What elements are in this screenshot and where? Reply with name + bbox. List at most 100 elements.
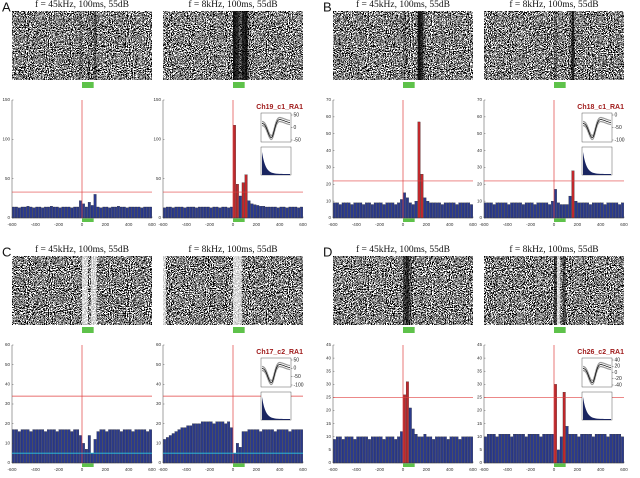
bar [58, 207, 62, 219]
bar [554, 384, 557, 464]
waveform-band [261, 365, 291, 386]
panel-label: B [323, 0, 332, 14]
bar [559, 436, 563, 464]
y-tick-label: 20 [5, 421, 11, 426]
bar [368, 439, 371, 464]
bar [137, 206, 141, 219]
bar [218, 207, 222, 219]
stimulus-bar [554, 82, 566, 88]
isi-histogram [583, 397, 611, 420]
bar [52, 206, 56, 219]
panel-label: A [2, 0, 11, 14]
bar [14, 206, 18, 219]
bar [230, 206, 233, 219]
bar [353, 202, 357, 219]
bar [492, 204, 496, 219]
bar [209, 207, 213, 219]
bar [131, 206, 135, 219]
bar [128, 206, 132, 219]
bar [580, 434, 584, 464]
bar [461, 436, 465, 464]
bar [464, 436, 468, 464]
bar [542, 202, 546, 219]
bar [64, 206, 68, 219]
x-tick-label: 0 [232, 467, 235, 472]
bar [14, 429, 18, 464]
y-tick-label: 40 [5, 382, 11, 387]
bar [256, 205, 260, 219]
x-tick-label: 400 [276, 467, 284, 472]
bar [23, 429, 27, 464]
panel-label: C [2, 244, 11, 259]
y-tick-label: 30 [477, 382, 483, 387]
bar [125, 429, 129, 464]
bar [247, 200, 251, 219]
bar [574, 434, 578, 464]
x-tick-label: -600 [479, 222, 489, 227]
bar [79, 200, 82, 219]
bar [32, 429, 36, 464]
y-tick-label: 40 [156, 382, 162, 387]
bar [84, 449, 88, 464]
y-tick-label: 0 [7, 215, 10, 220]
y-tick-label: 30 [477, 165, 483, 170]
bar [603, 204, 607, 219]
y-tick-label: 70 [477, 97, 483, 102]
bar [206, 421, 210, 464]
bar [180, 427, 184, 464]
y-tick-label: 5 [479, 447, 482, 452]
bar [467, 202, 471, 219]
stimulus-axis-bar [554, 218, 566, 222]
x-tick-label: -400 [31, 222, 41, 227]
bar [165, 437, 169, 464]
bar [102, 429, 106, 464]
bar [370, 436, 374, 464]
bar [356, 202, 360, 219]
raster-density [562, 256, 566, 325]
bar [183, 427, 187, 464]
bar [282, 429, 286, 464]
bar [233, 125, 236, 219]
raster-density [93, 11, 97, 80]
bar [224, 206, 228, 219]
bar [131, 431, 135, 464]
y-tick-label: 30 [326, 382, 332, 387]
bar [195, 207, 198, 219]
inset-tick-label: -20 [615, 376, 622, 382]
x-tick-label: -400 [182, 222, 192, 227]
y-tick-label: 40 [477, 148, 483, 153]
bar [29, 206, 33, 219]
bar [76, 429, 80, 464]
bar [61, 206, 65, 219]
bar [565, 426, 569, 464]
bar [527, 202, 531, 219]
bar [99, 429, 103, 464]
bar [335, 436, 339, 464]
bar [408, 407, 412, 464]
raster-density [235, 256, 239, 325]
bar [67, 429, 71, 464]
bar [591, 202, 595, 219]
x-tick-label: -200 [526, 467, 536, 472]
chart-title: f = 8kHz, 100ms, 55dB [188, 0, 277, 10]
bar [102, 206, 106, 219]
bar [35, 429, 39, 464]
x-tick-label: -600 [158, 467, 168, 472]
bar [486, 202, 490, 219]
bar [365, 436, 368, 464]
bar [467, 436, 471, 464]
bar [353, 439, 357, 464]
bar [209, 421, 213, 464]
x-tick-label: -600 [328, 467, 338, 472]
bar [143, 429, 147, 464]
bar [44, 206, 47, 219]
bar [533, 434, 537, 464]
bar [146, 431, 150, 464]
inset-tick-label: -50 [294, 374, 301, 380]
bar [90, 453, 94, 464]
bar [350, 204, 354, 219]
raster [484, 11, 624, 80]
bar [134, 429, 138, 464]
stimulus-axis-bar [554, 463, 566, 467]
raster-density [233, 11, 236, 80]
